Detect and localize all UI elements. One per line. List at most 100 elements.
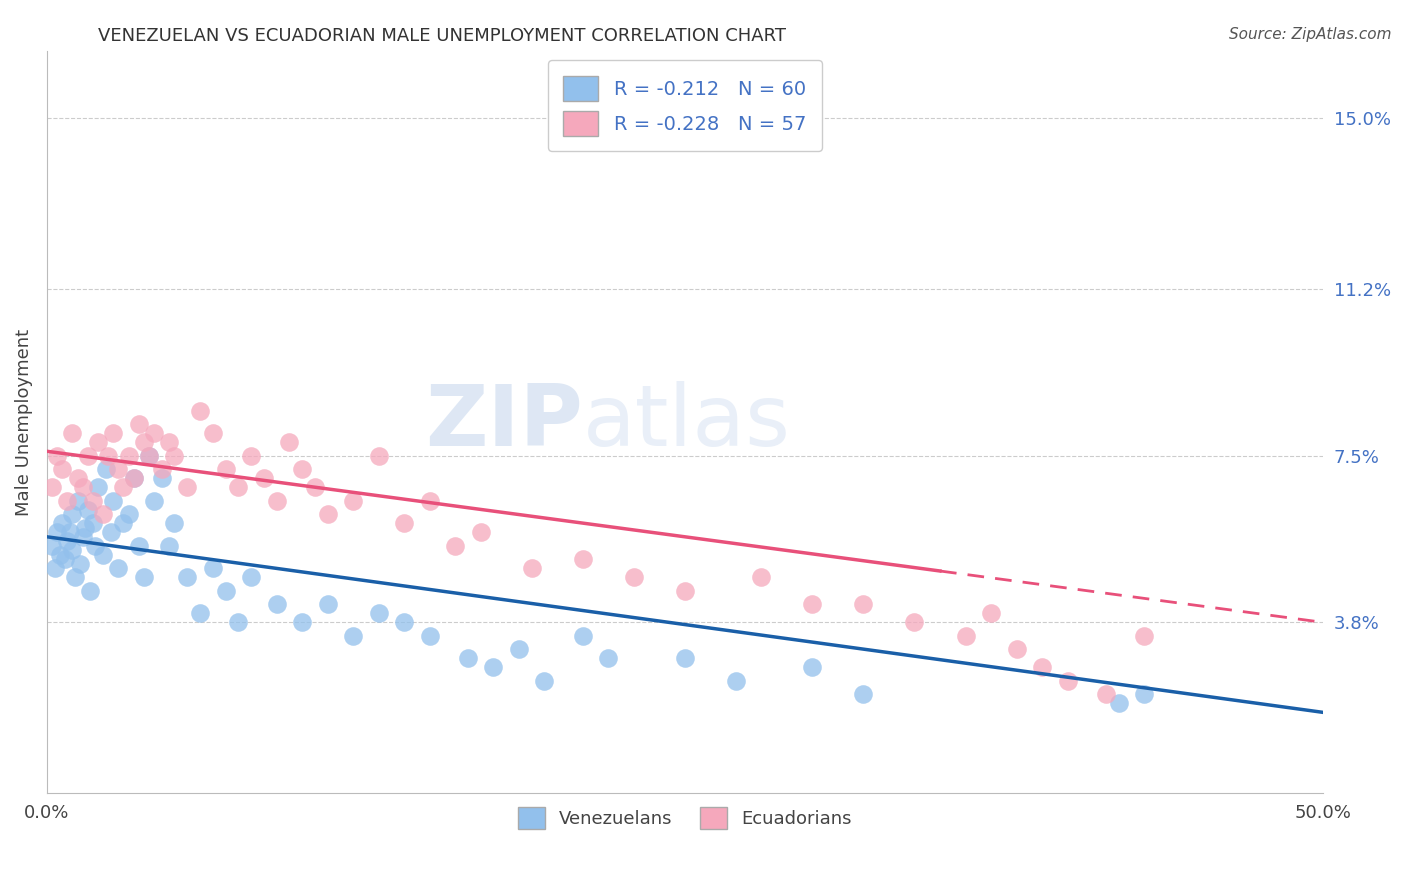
Point	[112, 516, 135, 531]
Text: Source: ZipAtlas.com: Source: ZipAtlas.com	[1229, 27, 1392, 42]
Point	[214, 462, 236, 476]
Point	[150, 471, 173, 485]
Point	[163, 449, 186, 463]
Point	[367, 449, 389, 463]
Point	[482, 660, 505, 674]
Point	[1095, 687, 1118, 701]
Point	[66, 471, 89, 485]
Point	[97, 449, 120, 463]
Point	[132, 570, 155, 584]
Point	[56, 493, 79, 508]
Point	[91, 508, 114, 522]
Point	[316, 508, 339, 522]
Point	[598, 651, 620, 665]
Text: atlas: atlas	[582, 381, 790, 464]
Point	[852, 597, 875, 611]
Point	[76, 503, 98, 517]
Point	[392, 615, 415, 630]
Point	[457, 651, 479, 665]
Point	[103, 493, 125, 508]
Point	[240, 570, 263, 584]
Point	[100, 525, 122, 540]
Y-axis label: Male Unemployment: Male Unemployment	[15, 328, 32, 516]
Point	[291, 462, 314, 476]
Point	[82, 516, 104, 531]
Point	[82, 493, 104, 508]
Point	[801, 597, 824, 611]
Point	[278, 435, 301, 450]
Point	[1056, 673, 1078, 688]
Legend: Venezuelans, Ecuadorians: Venezuelans, Ecuadorians	[510, 800, 859, 837]
Point	[852, 687, 875, 701]
Point	[41, 539, 63, 553]
Point	[122, 471, 145, 485]
Point	[112, 480, 135, 494]
Point	[87, 480, 110, 494]
Point	[571, 629, 593, 643]
Text: VENEZUELAN VS ECUADORIAN MALE UNEMPLOYMENT CORRELATION CHART: VENEZUELAN VS ECUADORIAN MALE UNEMPLOYME…	[98, 27, 786, 45]
Point	[1133, 687, 1156, 701]
Point	[143, 426, 166, 441]
Point	[266, 597, 288, 611]
Point	[724, 673, 747, 688]
Point	[138, 449, 160, 463]
Point	[91, 548, 114, 562]
Point	[1005, 642, 1028, 657]
Point	[316, 597, 339, 611]
Point	[63, 570, 86, 584]
Point	[128, 539, 150, 553]
Point	[444, 539, 467, 553]
Point	[201, 426, 224, 441]
Point	[1108, 696, 1130, 710]
Point	[291, 615, 314, 630]
Point	[533, 673, 555, 688]
Point	[107, 462, 129, 476]
Point	[157, 435, 180, 450]
Point	[138, 449, 160, 463]
Point	[122, 471, 145, 485]
Point	[72, 530, 94, 544]
Point	[44, 561, 66, 575]
Point	[226, 480, 249, 494]
Point	[201, 561, 224, 575]
Point	[60, 543, 83, 558]
Point	[107, 561, 129, 575]
Point	[253, 471, 276, 485]
Point	[903, 615, 925, 630]
Point	[66, 493, 89, 508]
Point	[150, 462, 173, 476]
Point	[46, 525, 69, 540]
Point	[53, 552, 76, 566]
Point	[176, 570, 198, 584]
Point	[94, 462, 117, 476]
Point	[266, 493, 288, 508]
Point	[980, 607, 1002, 621]
Point	[214, 583, 236, 598]
Point	[520, 561, 543, 575]
Point	[51, 516, 73, 531]
Point	[69, 557, 91, 571]
Point	[304, 480, 326, 494]
Point	[163, 516, 186, 531]
Point	[59, 525, 82, 540]
Text: ZIP: ZIP	[425, 381, 582, 464]
Point	[240, 449, 263, 463]
Point	[342, 493, 364, 508]
Point	[143, 493, 166, 508]
Point	[117, 449, 139, 463]
Point	[367, 607, 389, 621]
Point	[571, 552, 593, 566]
Point	[132, 435, 155, 450]
Point	[76, 449, 98, 463]
Point	[1133, 629, 1156, 643]
Point	[673, 651, 696, 665]
Point	[117, 508, 139, 522]
Point	[226, 615, 249, 630]
Point	[419, 493, 441, 508]
Point	[84, 539, 107, 553]
Point	[801, 660, 824, 674]
Point	[51, 462, 73, 476]
Point	[508, 642, 530, 657]
Point	[955, 629, 977, 643]
Point	[60, 426, 83, 441]
